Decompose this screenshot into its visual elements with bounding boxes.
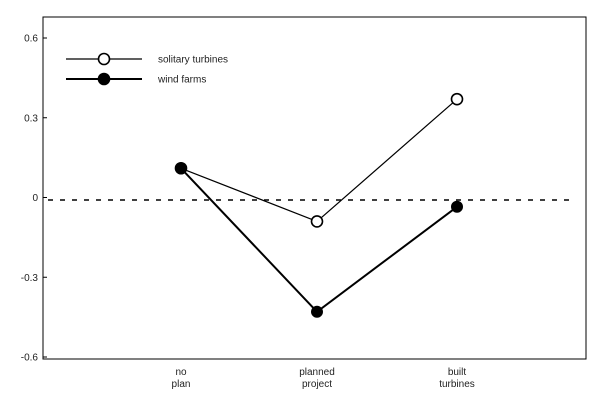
x-category-label: turbines — [439, 379, 475, 390]
series-wind-farms — [175, 162, 463, 318]
plot-frame — [42, 16, 587, 360]
legend-marker — [97, 72, 111, 86]
y-axis-ticks: -0.6 -0.3 0 0.3 0.6 — [21, 34, 47, 364]
y-tick-label: -0.6 — [21, 353, 39, 364]
x-category-label: built — [448, 367, 467, 378]
data-point — [175, 162, 187, 175]
series-line — [180, 98, 458, 223]
x-category-label: plan — [172, 379, 191, 390]
x-category-label: project — [302, 379, 332, 390]
x-category-label: no — [175, 367, 187, 378]
y-tick-label: 0.6 — [24, 34, 38, 45]
series-line — [180, 167, 458, 314]
legend-label: wind farms — [157, 75, 206, 86]
y-tick-label: -0.3 — [21, 273, 39, 284]
y-tick-label: 0.3 — [24, 113, 38, 124]
legend-marker — [97, 52, 111, 66]
series-layer — [174, 92, 464, 318]
y-tick-label: 0 — [32, 193, 38, 204]
data-point — [310, 215, 324, 228]
x-category-label: planned — [299, 367, 335, 378]
data-point — [311, 305, 323, 318]
legend: solitary turbines wind farms — [66, 52, 228, 86]
data-point — [450, 92, 464, 106]
legend-label: solitary turbines — [158, 55, 228, 66]
data-point — [451, 200, 463, 213]
